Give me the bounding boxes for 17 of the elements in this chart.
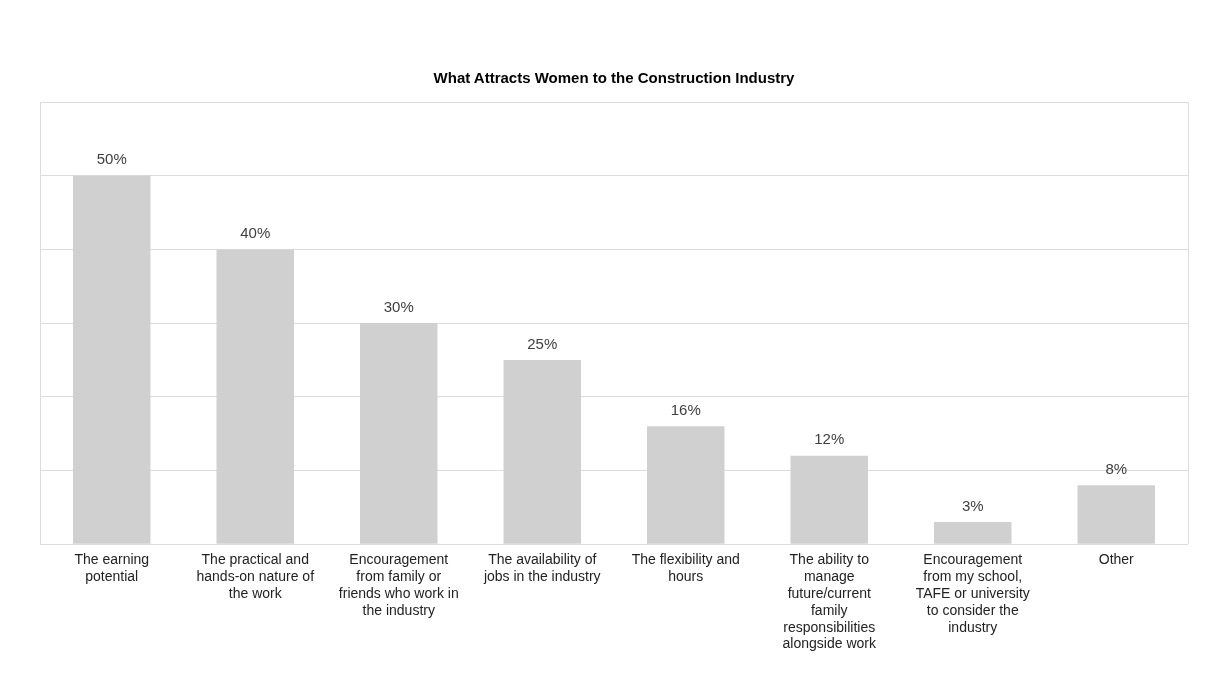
x-tick-label: The ability to manage future/current family responsibilities alongside work bbox=[782, 551, 877, 652]
data-label: 8% bbox=[1105, 459, 1128, 477]
x-tick-label: The earning potential bbox=[74, 551, 150, 585]
chart-title: What Attracts Women to the Construction Industry bbox=[433, 69, 796, 87]
data-label: 40% bbox=[240, 224, 271, 242]
data-label: 25% bbox=[527, 334, 558, 352]
data-label: 3% bbox=[961, 496, 984, 514]
data-label: 12% bbox=[814, 430, 845, 448]
data-label: 16% bbox=[670, 400, 701, 418]
x-tick-label: Encouragement from family or friends who work in the industry bbox=[338, 551, 459, 618]
x-tick-label: Encouragement from my school, TAFE or university to consider the industry bbox=[915, 551, 1030, 635]
data-label: 50% bbox=[96, 150, 127, 168]
x-tick-label: The practical and hands-on nature of the work bbox=[196, 551, 315, 602]
x-tick-label: Other bbox=[1098, 551, 1135, 568]
data-label: 30% bbox=[383, 297, 414, 315]
x-tick-label: The flexibility and hours bbox=[631, 551, 740, 585]
x-tick-label: The availability of jobs in the industry bbox=[482, 551, 601, 585]
